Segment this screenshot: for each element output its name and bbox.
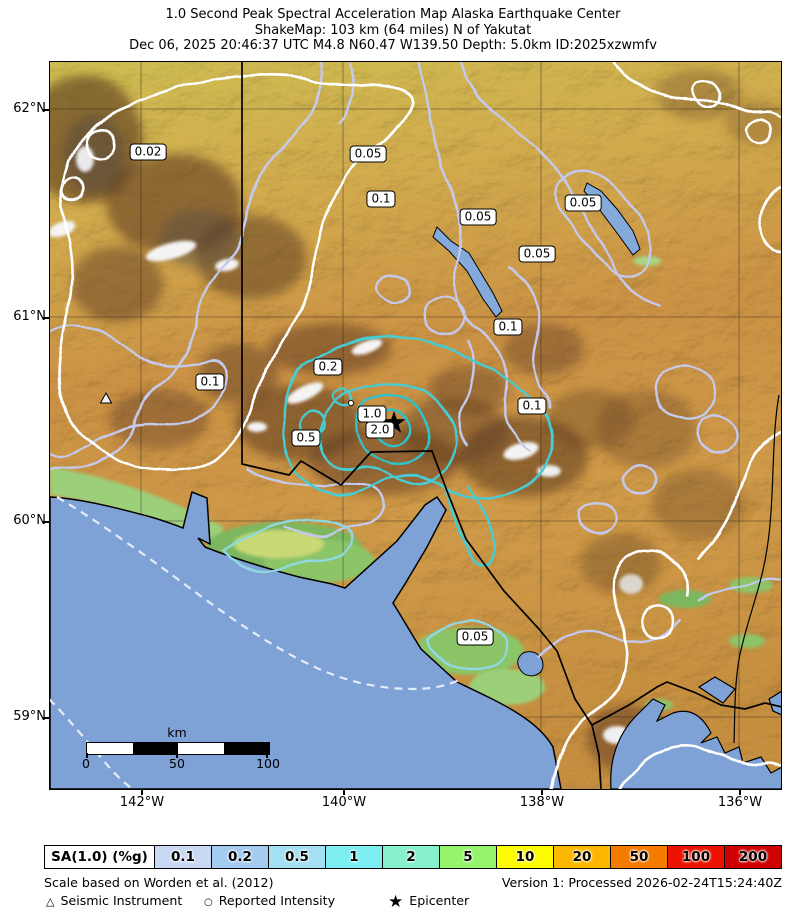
lon-label-140w: 140°W bbox=[321, 795, 367, 810]
contour-label: 0.05 bbox=[459, 208, 497, 226]
shakemap-canvas[interactable]: 0.02 0.05 0.1 0.05 0.05 0.05 0.1 0.2 0.1… bbox=[49, 61, 782, 790]
sa-color-legend: SA(1.0) (%g) 0.1 0.2 0.5 1 2 5 10 20 50 … bbox=[44, 845, 782, 869]
epicenter-star[interactable] bbox=[382, 411, 406, 433]
contours-low bbox=[50, 62, 781, 656]
lat-tick bbox=[43, 109, 49, 111]
lat-label-61n: 61°N bbox=[13, 309, 46, 324]
lat-tick bbox=[43, 521, 49, 523]
lon-tick bbox=[541, 789, 543, 795]
version-processed-timestamp: Version 1: Processed 2026-02-24T15:24:40… bbox=[501, 875, 782, 890]
legend-swatch: 100 bbox=[667, 846, 724, 868]
legend-swatch: 2 bbox=[382, 846, 439, 868]
scalebar-label-50: 50 bbox=[169, 756, 185, 771]
scale-reference-note: Scale based on Worden et al. (2012) bbox=[44, 875, 274, 890]
contour-label: 0.05 bbox=[456, 628, 494, 646]
lon-tick bbox=[343, 789, 345, 795]
lat-label-59n: 59°N bbox=[13, 709, 46, 724]
contour-label: 0.02 bbox=[129, 143, 167, 161]
contour-label: 0.5 bbox=[291, 429, 321, 447]
lon-tick bbox=[141, 789, 143, 795]
legend-title: SA(1.0) (%g) bbox=[45, 846, 154, 868]
legend-swatch: 50 bbox=[610, 846, 667, 868]
contour-label: 0.1 bbox=[195, 373, 225, 391]
contours-high bbox=[221, 334, 554, 673]
lon-tick bbox=[739, 789, 741, 795]
lat-label-62n: 62°N bbox=[13, 101, 46, 116]
triangle-icon: △ bbox=[46, 895, 55, 908]
scalebar-tick bbox=[176, 753, 178, 758]
circle-icon: ○ bbox=[204, 897, 213, 908]
contour-label: 0.05 bbox=[564, 194, 602, 212]
legend-swatch: 20 bbox=[553, 846, 610, 868]
page-title: 1.0 Second Peak Spectral Acceleration Ma… bbox=[165, 7, 621, 22]
legend-swatch: 0.1 bbox=[154, 846, 211, 868]
contour-label: 0.05 bbox=[349, 145, 387, 163]
lon-label-136w: 136°W bbox=[717, 795, 763, 810]
ocean bbox=[50, 182, 781, 789]
contour-label: 0.1 bbox=[493, 318, 523, 336]
legend-swatch: 200 bbox=[724, 846, 781, 868]
contour-label: 2.0 bbox=[365, 421, 395, 439]
lat-label-60n: 60°N bbox=[13, 513, 46, 528]
legend-swatch: 0.2 bbox=[211, 846, 268, 868]
scalebar-label-100: 100 bbox=[256, 756, 280, 771]
scalebar-unit: km bbox=[167, 725, 187, 740]
legend-swatch: 1 bbox=[325, 846, 382, 868]
scalebar bbox=[86, 742, 270, 755]
scalebar-tick bbox=[266, 753, 268, 758]
contour-label: 0.1 bbox=[517, 397, 547, 415]
scalebar-segment bbox=[178, 743, 224, 754]
reported-intensity-marker bbox=[347, 399, 355, 407]
legend-swatch: 0.5 bbox=[268, 846, 325, 868]
lon-label-142w: 142°W bbox=[119, 795, 165, 810]
graticule bbox=[50, 62, 781, 789]
contour-label: 0.05 bbox=[518, 245, 556, 263]
scalebar-label-0: 0 bbox=[82, 756, 90, 771]
contour-label: 0.1 bbox=[366, 190, 396, 208]
star-icon: ★ bbox=[388, 892, 404, 912]
scalebar-segment bbox=[87, 743, 133, 754]
map-title-block: 1.0 Second Peak Spectral Acceleration Ma… bbox=[0, 7, 786, 54]
contour-label: 0.2 bbox=[313, 358, 343, 376]
scalebar-tick bbox=[86, 753, 88, 758]
shakemap-svg bbox=[50, 62, 781, 789]
legend-reported-intensity: ○ Reported Intensity bbox=[204, 892, 335, 911]
seismic-instrument-marker bbox=[99, 391, 113, 404]
event-info-line: Dec 06, 2025 20:46:37 UTC M4.8 N60.47 W1… bbox=[129, 38, 657, 53]
political-border bbox=[241, 62, 781, 789]
contour-label: 1.0 bbox=[357, 405, 387, 423]
scalebar-segment bbox=[223, 743, 269, 754]
lon-label-138w: 138°W bbox=[519, 795, 565, 810]
lat-tick bbox=[43, 717, 49, 719]
contours-002 bbox=[57, 62, 781, 789]
scalebar-segment bbox=[132, 743, 178, 754]
legend-epicenter: ★ Epicenter bbox=[388, 892, 470, 912]
legend-seismic-instrument: △ Seismic Instrument bbox=[46, 893, 183, 908]
legend-swatch: 5 bbox=[439, 846, 496, 868]
offshore-dashed-contours bbox=[50, 496, 462, 789]
station-markers bbox=[99, 391, 355, 407]
legend-swatch: 10 bbox=[496, 846, 553, 868]
page-subtitle: ShakeMap: 103 km (64 miles) N of Yakutat bbox=[254, 22, 532, 38]
lat-tick bbox=[43, 317, 49, 319]
